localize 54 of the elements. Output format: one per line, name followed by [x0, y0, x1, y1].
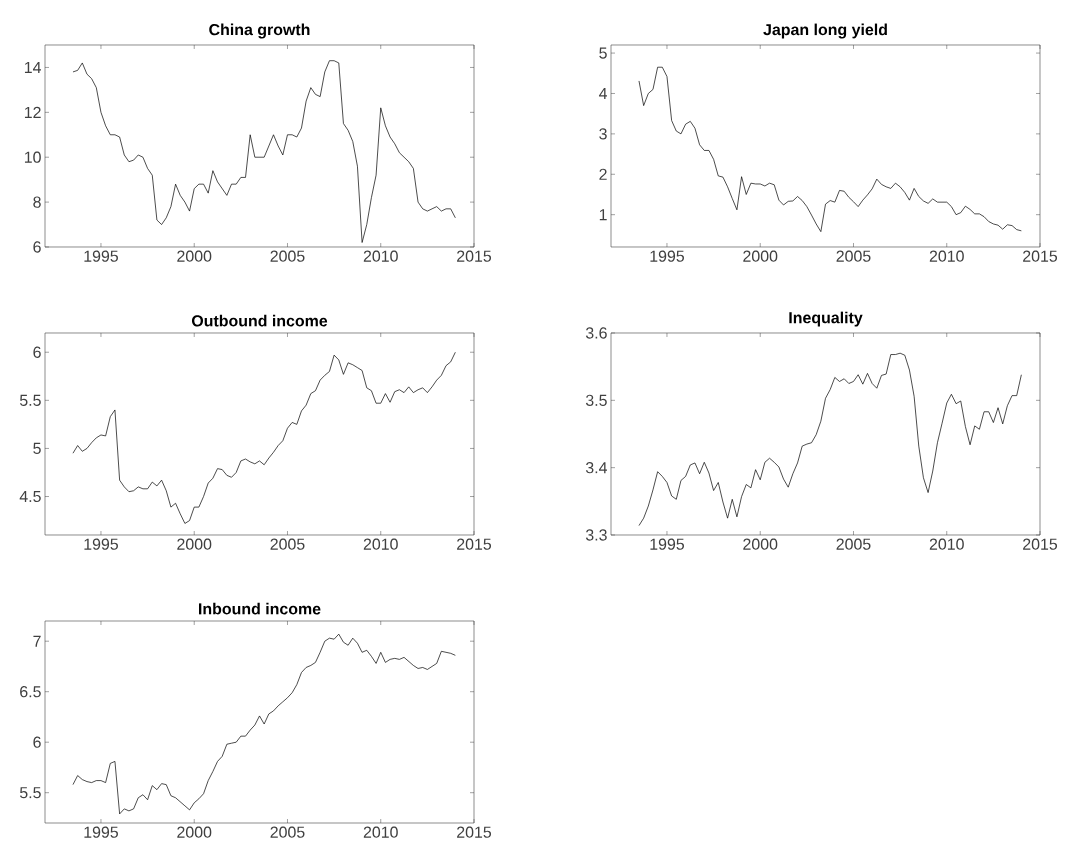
chart-title: Inbound income — [199, 602, 321, 615]
x-tick-label: 2015 — [457, 826, 492, 838]
y-tick-label: 4.5 — [19, 490, 41, 503]
y-tick-label: 10 — [24, 151, 41, 163]
y-tick-label: 6 — [33, 241, 41, 253]
x-tick-label: 2000 — [743, 538, 778, 550]
x-tick-label: 2000 — [177, 826, 212, 838]
chart-title: Outbound income — [191, 314, 328, 327]
line-series — [72, 351, 456, 524]
y-tick-label: 6.5 — [20, 686, 41, 698]
x-tick-label: 2010 — [929, 538, 964, 550]
x-tick-label: 2005 — [270, 250, 305, 262]
x-tick-label: 2010 — [363, 826, 398, 838]
x-tick-label: 2000 — [177, 250, 212, 262]
y-tick-label: 3.4 — [585, 462, 608, 474]
x-tick-label: 2005 — [836, 250, 871, 262]
y-tick-label: 6 — [33, 736, 41, 748]
y-tick-label: 5 — [33, 442, 41, 454]
x-tick-label: 1995 — [84, 826, 118, 838]
y-tick-label: 4 — [598, 87, 608, 99]
y-tick-label: 6 — [33, 346, 41, 358]
y-tick-label: 14 — [24, 61, 41, 73]
y-tick-label: 1 — [599, 209, 607, 221]
y-tick-label: 5 — [599, 47, 607, 59]
x-tick-label: 2015 — [1023, 250, 1058, 262]
y-tick-label: 12 — [24, 106, 41, 118]
y-tick-label: 8 — [33, 196, 41, 208]
x-tick-label: 2010 — [363, 250, 398, 262]
y-tick-label: 2 — [599, 168, 607, 180]
y-tick-label: 3.5 — [585, 394, 607, 406]
y-tick-label: 3.6 — [585, 327, 607, 339]
y-tick-label: 5.5 — [19, 394, 41, 406]
x-tick-label: 2010 — [929, 250, 964, 262]
y-tick-label: 5.5 — [19, 787, 41, 799]
chart-title: China growth — [209, 23, 310, 39]
y-tick-label: 3.3 — [585, 529, 607, 541]
x-tick-label: 1995 — [650, 250, 685, 262]
x-tick-label: 2005 — [270, 826, 305, 838]
x-tick-label: 2010 — [363, 538, 398, 550]
x-tick-label: 2000 — [743, 250, 778, 262]
chart-title: Japan long yield — [763, 23, 887, 39]
line-series — [638, 352, 1022, 526]
x-tick-label: 2015 — [457, 538, 492, 550]
x-tick-label: 2005 — [270, 538, 305, 550]
x-tick-label: 1995 — [650, 538, 685, 550]
x-tick-label: 2005 — [836, 538, 871, 550]
x-tick-label: 2015 — [1023, 538, 1058, 550]
y-tick-label: 7 — [33, 635, 41, 647]
y-tick-label: 3 — [599, 128, 607, 140]
x-tick-label: 2015 — [457, 250, 492, 262]
x-tick-label: 1995 — [84, 538, 118, 550]
x-tick-label: 2000 — [177, 538, 212, 550]
x-tick-label: 1995 — [84, 250, 118, 262]
chart-title: Inequality — [789, 311, 863, 327]
